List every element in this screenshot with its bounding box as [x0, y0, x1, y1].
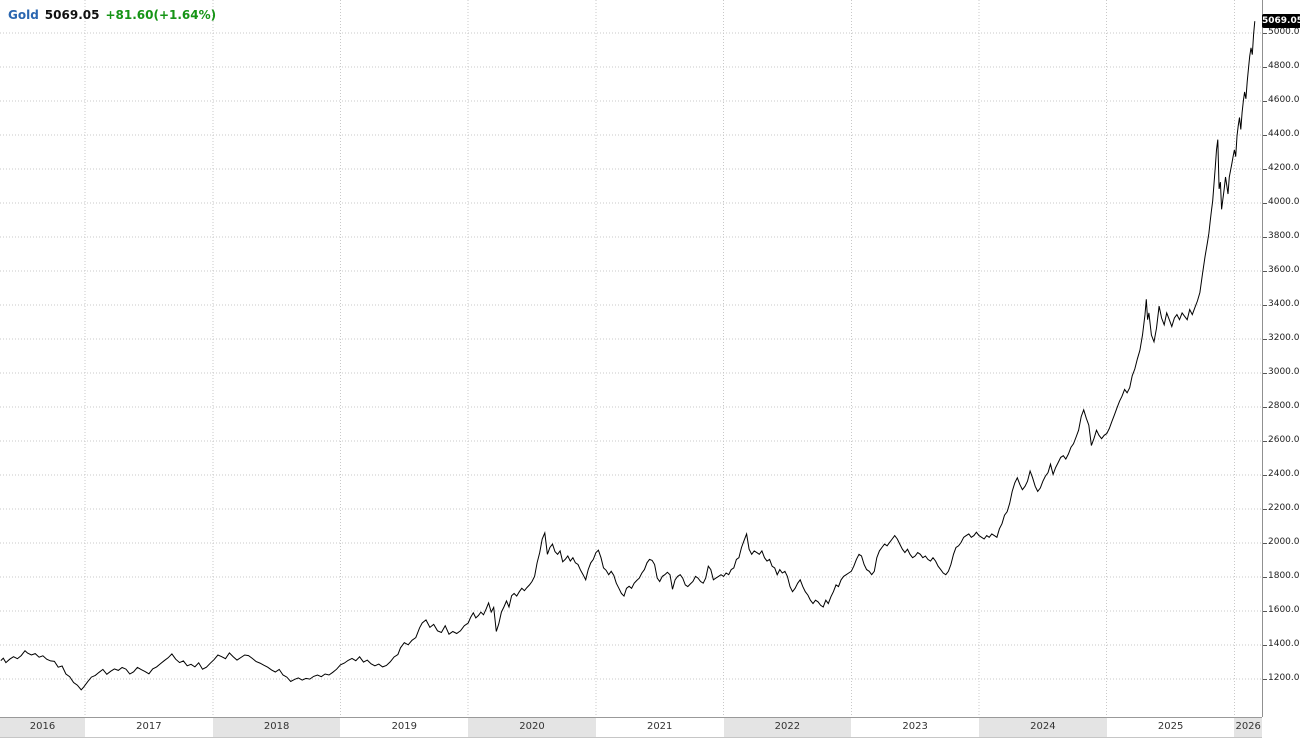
x-axis-year-label: 2020 [519, 721, 545, 732]
x-axis-year-label: 2016 [29, 721, 56, 732]
y-axis-label: 1800.00 [1268, 571, 1300, 581]
x-axis-year-band [212, 718, 341, 737]
y-axis-tick [1263, 169, 1267, 170]
y-axis-tick [1263, 509, 1267, 510]
y-axis-label: 2200.00 [1268, 503, 1300, 513]
y-axis-tick [1263, 543, 1267, 544]
x-axis-year-band [468, 718, 596, 737]
x-axis: 2016 2017 2018 2019 2020 2021 2022 2023 2024 2025… [0, 717, 1262, 738]
y-axis-tick [1263, 203, 1267, 204]
y-axis-tick [1263, 611, 1267, 612]
y-axis-tick [1263, 237, 1267, 238]
y-axis-tick [1263, 645, 1267, 646]
price-line [0, 21, 1256, 691]
y-axis-label: 2800.00 [1268, 401, 1300, 411]
y-axis-tick [1263, 373, 1267, 374]
y-axis-tick [1263, 271, 1267, 272]
x-axis-year-band [1106, 718, 1235, 737]
y-axis-tick [1263, 475, 1267, 476]
x-axis-year-band [340, 718, 469, 737]
y-axis-label: 2000.00 [1268, 537, 1300, 547]
x-axis-year-label: 2024 [1030, 721, 1056, 732]
price-plot-area[interactable] [0, 0, 1262, 717]
y-axis-label: 3600.00 [1268, 265, 1300, 275]
y-axis-tick [1263, 679, 1267, 680]
y-axis-label: 3800.00 [1268, 231, 1300, 241]
y-axis-tick [1263, 407, 1267, 408]
last-price-text: 5069.05 [44, 8, 100, 22]
y-axis-label: 4800.00 [1268, 61, 1300, 71]
y-axis-label: 1600.00 [1268, 605, 1300, 615]
x-axis-year-label: 2023 [902, 721, 928, 732]
x-axis-year-band [979, 718, 1107, 737]
x-axis-year-label: 2018 [263, 721, 290, 732]
y-axis-tick [1263, 441, 1267, 442]
x-axis-year-label: 2021 [646, 721, 673, 732]
y-axis-label: 5000.00 [1268, 27, 1300, 37]
symbol-name: Gold [8, 8, 39, 22]
y-axis-label: 1200.00 [1268, 673, 1300, 683]
x-axis-year-band [0, 718, 86, 737]
x-axis-year-band [595, 718, 724, 737]
y-axis-label: 4000.00 [1268, 197, 1300, 207]
x-axis-year-label: 2025 [1157, 721, 1184, 732]
y-axis-label: 2400.00 [1268, 469, 1300, 479]
last-price-badge: 5069.05 [1262, 14, 1300, 28]
chart-legend: Gold 5069.05 +81.60(+1.64%) [8, 8, 216, 22]
x-axis-year-band [723, 718, 852, 737]
y-axis-label: 3400.00 [1268, 299, 1300, 309]
x-axis-year-band [85, 718, 213, 737]
x-axis-year-label: 2022 [774, 721, 801, 732]
y-axis-tick [1263, 67, 1267, 68]
y-axis-label: 3200.00 [1268, 333, 1300, 343]
y-axis: 5069.05 1200.00 1400.00 1600.00 1800.00 2000… [1262, 0, 1300, 717]
y-axis-tick [1263, 33, 1267, 34]
y-axis-label: 4600.00 [1268, 95, 1300, 105]
x-axis-year-band [851, 718, 979, 737]
y-axis-label: 1400.00 [1268, 639, 1300, 649]
x-axis-year-label: 2019 [391, 721, 418, 732]
x-axis-year-band [1234, 718, 1262, 737]
y-axis-tick [1263, 577, 1267, 578]
x-axis-year-label: 2026 [1235, 721, 1261, 732]
price-change-text: +81.60(+1.64%) [105, 8, 217, 22]
y-axis-label: 2600.00 [1268, 435, 1300, 445]
y-axis-tick [1263, 305, 1267, 306]
y-axis-tick [1263, 135, 1267, 136]
x-axis-year-label: 2017 [136, 721, 162, 732]
y-axis-tick [1263, 101, 1267, 102]
y-axis-tick [1263, 339, 1267, 340]
y-axis-label: 4200.00 [1268, 163, 1300, 173]
y-axis-label: 3000.00 [1268, 367, 1300, 377]
y-axis-label: 4400.00 [1268, 129, 1300, 139]
